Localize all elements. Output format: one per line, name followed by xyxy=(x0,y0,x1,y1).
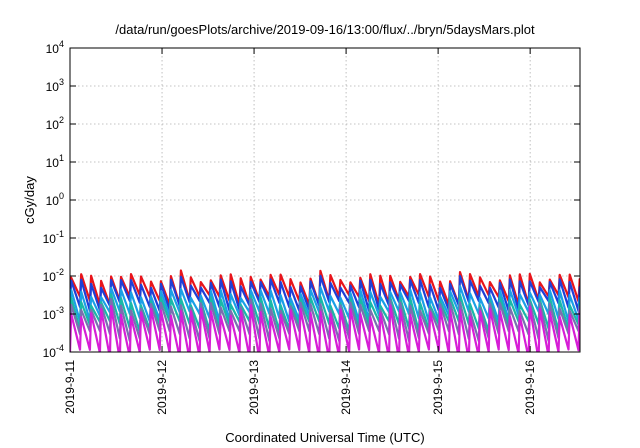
y-tick-label: 104 xyxy=(46,39,64,56)
x-tick-label: 2019-9-14 xyxy=(339,360,353,415)
chart-title: /data/run/goesPlots/archive/2019-09-16/1… xyxy=(115,22,535,37)
series-line xyxy=(70,285,580,323)
x-tick-label: 2019-9-12 xyxy=(155,360,169,415)
y-tick-label: 10-4 xyxy=(43,343,64,360)
x-tick-label: 2019-9-15 xyxy=(431,360,445,415)
y-tick-label: 100 xyxy=(46,191,64,208)
x-axis: 2019-9-11 2019-9-12 2019-9-13 2019-9-14 2019… xyxy=(63,48,537,415)
y-axis-title: cGy/day xyxy=(22,176,37,224)
series-line xyxy=(70,304,580,352)
y-tick-label: 10-2 xyxy=(43,267,64,284)
y-tick-label: 103 xyxy=(46,77,64,94)
x-tick-label: 2019-9-16 xyxy=(523,360,537,415)
series-group xyxy=(70,269,580,352)
y-tick-label: 102 xyxy=(46,115,64,132)
x-axis-title: Coordinated Universal Time (UTC) xyxy=(225,430,424,445)
y-tick-label: 10-1 xyxy=(43,229,64,246)
series-line xyxy=(70,274,580,313)
x-tick-label: 2019-9-13 xyxy=(247,360,261,415)
x-tick-label: 2019-9-11 xyxy=(63,360,77,414)
y-tick-label: 10-3 xyxy=(43,305,64,322)
y-tick-label: 101 xyxy=(46,153,64,170)
